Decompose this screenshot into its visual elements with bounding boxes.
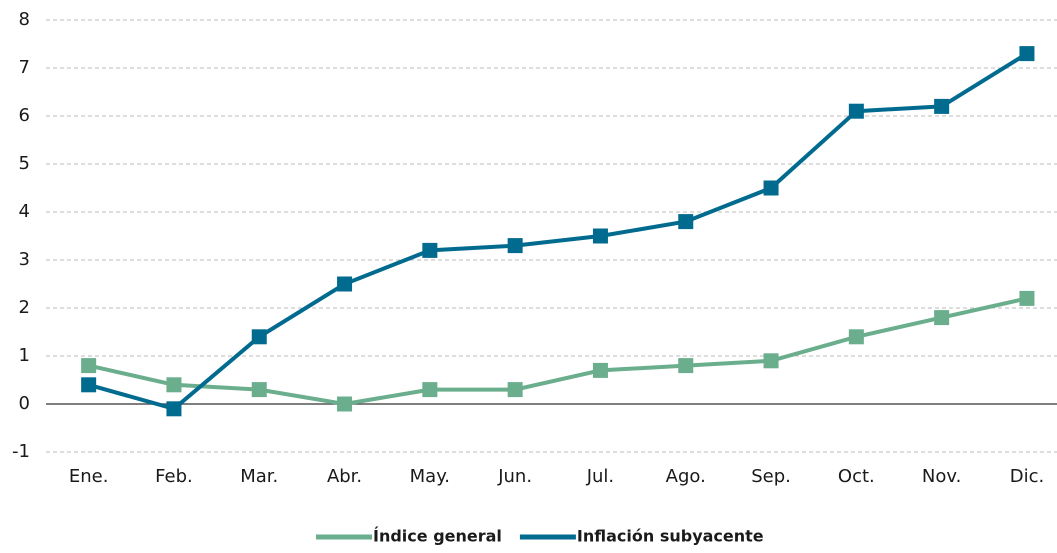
marker <box>507 382 523 398</box>
x-tick-label: Mar. <box>240 466 278 487</box>
y-tick-label: 1 <box>19 345 30 366</box>
series-line <box>88 296 1028 407</box>
marker <box>848 329 864 345</box>
marker <box>251 329 267 345</box>
x-tick-label: Nov. <box>922 466 961 487</box>
y-tick-label: 6 <box>19 105 30 126</box>
y-tick-label: 5 <box>19 153 30 174</box>
marker <box>337 396 353 412</box>
marker <box>934 310 950 326</box>
y-tick-label: 4 <box>19 201 30 222</box>
x-tick-label: Jul. <box>586 466 614 487</box>
marker <box>592 362 608 378</box>
y-tick-label: 2 <box>19 297 30 318</box>
legend-label: Inflación subyacente <box>577 527 764 546</box>
marker <box>422 382 438 398</box>
x-tick-label: Ago. <box>666 466 706 487</box>
x-tick-label: Oct. <box>838 466 875 487</box>
x-tick-label: Sep. <box>751 466 791 487</box>
y-tick-label: 7 <box>19 57 30 78</box>
marker <box>678 358 694 374</box>
x-tick-label: Feb. <box>155 466 193 487</box>
marker <box>81 358 97 374</box>
marker <box>1019 290 1035 306</box>
marker <box>337 276 353 292</box>
marker <box>422 242 438 258</box>
marker <box>1019 46 1035 62</box>
x-tick-label: Abr. <box>327 466 362 487</box>
y-tick-label: 3 <box>19 249 30 270</box>
legend: Índice general Inflación subyacente <box>316 527 764 546</box>
x-tick-label: Dic. <box>1010 466 1044 487</box>
y-tick-label: 8 <box>19 9 30 30</box>
x-tick-label: Ene. <box>69 466 109 487</box>
x-tick-label: Jun. <box>497 466 532 487</box>
x-tick-label: May. <box>410 466 450 487</box>
marker <box>592 228 608 244</box>
y-tick-label: -1 <box>12 441 30 462</box>
marker <box>763 353 779 369</box>
y-tick-label: 0 <box>19 393 30 414</box>
legend-label: Índice general <box>373 527 502 546</box>
series-line <box>88 51 1029 412</box>
marker <box>166 401 182 417</box>
marker <box>81 377 97 393</box>
marker <box>166 377 182 393</box>
marker <box>678 214 694 230</box>
marker <box>251 382 267 398</box>
marker <box>763 180 779 196</box>
marker <box>934 98 950 114</box>
marker <box>507 238 523 254</box>
marker <box>848 103 864 119</box>
